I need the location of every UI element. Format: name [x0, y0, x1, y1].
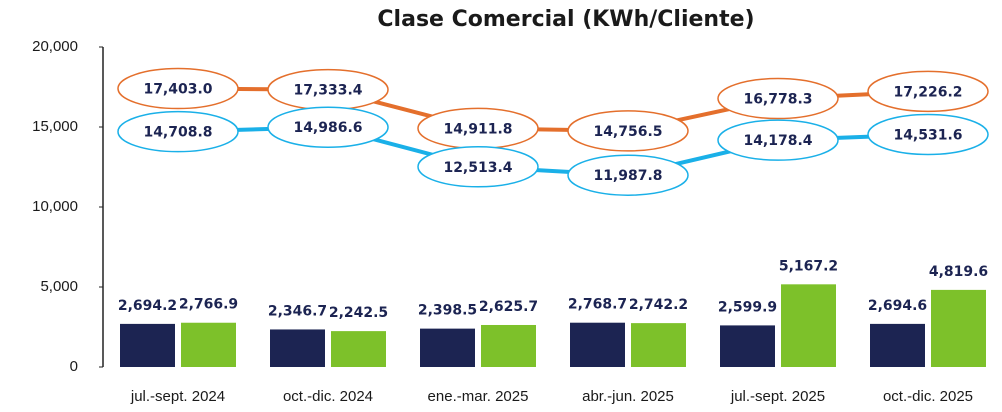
y-tick-label: 20,000 [32, 38, 78, 55]
label-bubble [867, 70, 989, 113]
label-bubble [717, 119, 839, 161]
value-label: 14,911.8 [443, 121, 512, 137]
bar [631, 323, 686, 367]
bar [931, 289, 986, 367]
value-label: 2,242.5 [329, 305, 388, 321]
value-label: 2,742.2 [629, 297, 688, 313]
x-tick-label: abr.-jun. 2025 [582, 388, 674, 405]
bar [270, 329, 325, 367]
label-bubble [717, 77, 839, 120]
value-label: 14,986.6 [293, 120, 362, 136]
x-tick-label: oct.-dic. 2024 [283, 388, 373, 405]
value-label: 2,694.6 [868, 298, 927, 314]
value-label: 16,778.3 [743, 92, 812, 108]
bar [720, 325, 775, 367]
y-tick-label: 10,000 [32, 198, 78, 215]
label-bubble [117, 67, 239, 110]
value-label: 2,766.9 [179, 297, 238, 313]
value-label: 12,513.4 [443, 160, 512, 176]
x-tick-label: jul.-sept. 2025 [730, 388, 825, 405]
label-bubble [567, 154, 689, 196]
bar [570, 322, 625, 367]
value-label: 14,708.8 [143, 125, 212, 141]
value-label: 4,819.6 [929, 264, 988, 280]
value-label: 2,625.7 [479, 299, 538, 315]
x-tick-label: oct.-dic. 2025 [883, 388, 973, 405]
value-label: 14,531.6 [893, 127, 962, 143]
label-bubble [567, 110, 689, 152]
value-label: 14,178.4 [743, 133, 812, 149]
x-tick-label: ene.-mar. 2025 [428, 388, 529, 405]
bar [870, 323, 925, 367]
value-label: 2,398.5 [418, 303, 477, 319]
value-label: 2,346.7 [268, 303, 327, 319]
bar [120, 323, 175, 367]
value-label: 14,756.5 [593, 124, 662, 140]
label-bubble [867, 113, 989, 156]
bar [420, 328, 475, 367]
value-label: 17,226.2 [893, 84, 962, 100]
chart-title: Clase Comercial (KWh/Cliente) [377, 7, 754, 32]
label-bubble [417, 146, 539, 188]
bar [181, 322, 236, 367]
value-label: 11,987.8 [593, 168, 662, 184]
bar [481, 324, 536, 367]
value-label: 17,403.0 [143, 82, 212, 98]
y-tick-label: 5,000 [40, 278, 78, 295]
label-bubble [117, 110, 239, 153]
y-tick-label: 15,000 [32, 118, 78, 135]
label-bubble [267, 106, 389, 148]
value-label: 5,167.2 [779, 258, 838, 274]
value-label: 2,694.2 [118, 298, 177, 314]
bar [781, 284, 836, 367]
bar [331, 331, 386, 367]
value-label: 2,768.7 [568, 297, 627, 313]
y-tick-label: 0 [70, 358, 78, 375]
value-label: 2,599.9 [718, 299, 777, 315]
value-label: 17,333.4 [293, 83, 362, 99]
x-tick-label: jul.-sept. 2024 [130, 388, 225, 405]
